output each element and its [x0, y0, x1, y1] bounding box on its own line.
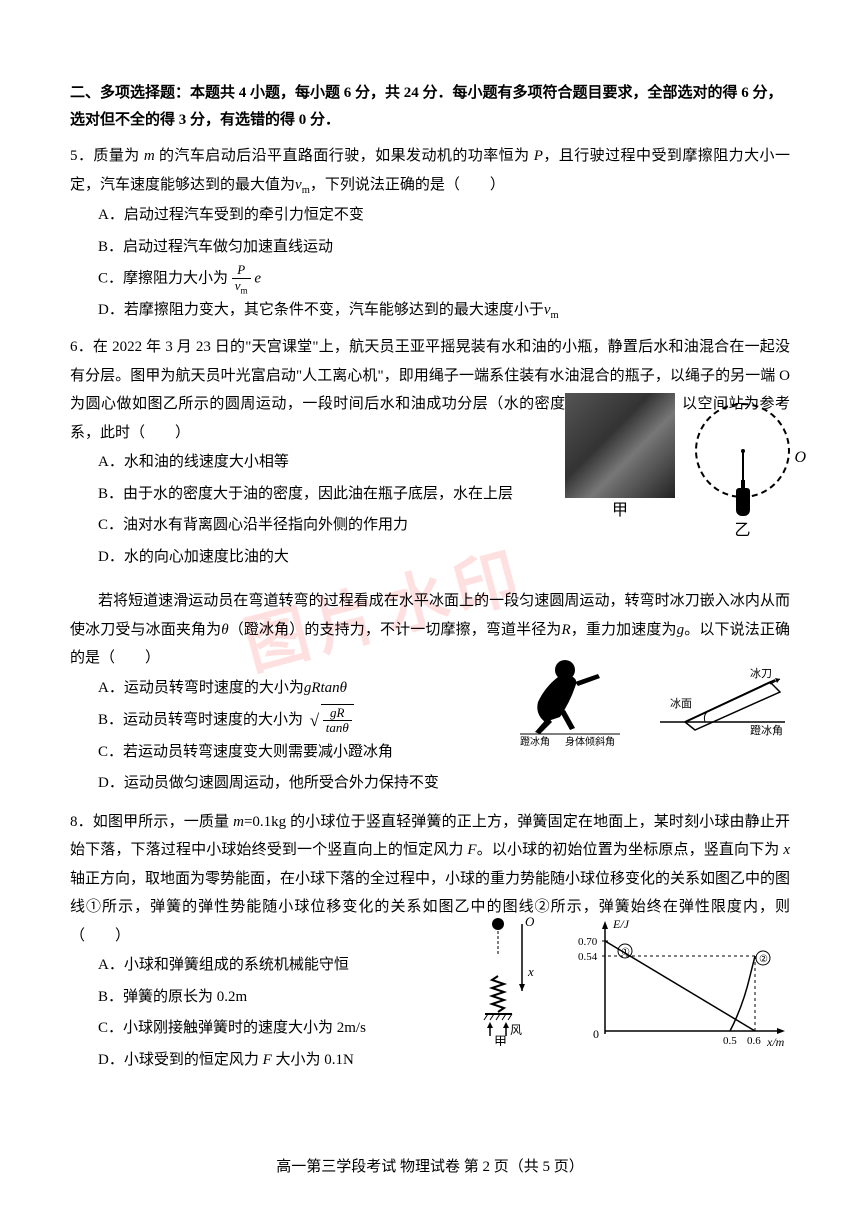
- section-header: 二、多项选择题：本题共 4 小题，每小题 6 分，共 24 分．每小题有多项符合…: [70, 80, 790, 134]
- q7-skate-label: 蹬冰角: [520, 735, 550, 747]
- q6-label-jia: 甲: [565, 496, 675, 526]
- q8-x2: 0.6: [747, 1035, 761, 1047]
- q5-frac-sub: m: [241, 285, 248, 295]
- q6-label-O: O: [794, 443, 806, 473]
- q7-ice-text: 冰面: [670, 697, 692, 710]
- q8-y1: 0.70: [578, 936, 598, 948]
- q7-figures: 蹬冰角 身体倾斜角 冰刀 冰面 蹬冰角: [510, 652, 790, 737]
- q5-m: m: [144, 148, 155, 164]
- q7-blade-figure: 冰刀 冰面 蹬冰角: [655, 662, 790, 737]
- q8-y2: 0.54: [578, 951, 598, 963]
- q8-optC: C．小球刚接触弹簧时的速度大小为 2m/s: [98, 1013, 480, 1045]
- q5-vm: v: [295, 177, 302, 193]
- q8-graph-figure: E/J x/m 0 0.70 0.54 0.5 0.6 ① ②: [575, 916, 790, 1051]
- q8-optD-post: 大小为 0.1N: [272, 1052, 354, 1068]
- q8-m: m: [233, 814, 244, 830]
- q7-t3: ，重力加速度为: [571, 622, 677, 638]
- question-6: 6．在 2022 年 3 月 23 日的"天宫课堂"上，航天员王亚平摇晃装有水和…: [70, 333, 790, 573]
- q5-vm2: v: [544, 302, 551, 318]
- q5-P: P: [534, 148, 543, 164]
- q8-optD-F: F: [263, 1052, 272, 1068]
- q8-jia: 甲: [494, 1034, 507, 1046]
- q8-F: F: [467, 842, 476, 858]
- q7-optB: B．运动员转弯时速度的大小为 gRtanθ: [98, 704, 510, 737]
- question-8: 8．如图甲所示，一质量 m=0.1kg 的小球位于竖直轻弹簧的正上方，弹簧固定在…: [70, 808, 790, 1077]
- q5-optA: A．启动过程汽车受到的牵引力恒定不变: [98, 200, 790, 232]
- q8-optB: B．弹簧的原长为 0.2m: [98, 982, 480, 1014]
- q5-frac-num: P: [232, 263, 251, 278]
- q8-figures: O x 风 甲: [480, 916, 790, 1051]
- q5-text: 5．质量为: [70, 148, 144, 164]
- question-7: 若将短道速滑运动员在弯道转弯的过程看成在水平冰面上的一段匀速圆周运动，转弯时冰刀…: [70, 587, 790, 800]
- q6-rope: [742, 451, 744, 481]
- q5-optD: D．若摩擦阻力变大，其它条件不变，汽车能够达到的最大速度小于vm: [98, 295, 790, 327]
- svg-text:②: ②: [759, 954, 768, 965]
- q6-label-yi: 乙: [695, 516, 790, 546]
- q7-g: g: [677, 622, 685, 638]
- q7-skater-figure: 蹬冰角 身体倾斜角: [510, 652, 630, 737]
- q7-sqrt-den: tanθ: [323, 721, 352, 735]
- q8-optA: A．小球和弹簧组成的系统机械能守恒: [98, 950, 480, 982]
- q5-optC: C．摩擦阻力大小为 Pvm e: [98, 263, 790, 295]
- q8-xlabel: x/m: [766, 1035, 785, 1049]
- q5-optB: B．启动过程汽车做匀加速直线运动: [98, 232, 790, 264]
- q5-optC-pre: C．摩擦阻力大小为: [98, 271, 228, 287]
- q7-t2: （蹬冰角）的支持力，不计一切摩擦，弯道半径为: [229, 622, 562, 638]
- q6-optA: A．水和油的线速度大小相等: [98, 447, 560, 479]
- q5-optD-pre: D．若摩擦阻力变大，其它条件不变，汽车能够达到的最大速度小于: [98, 302, 544, 318]
- q6-optC: C．油对水有背离圆心沿半径指向外侧的作用力: [98, 510, 560, 542]
- svg-text:x: x: [527, 964, 534, 979]
- q8-feng: 风: [510, 1023, 522, 1037]
- q7-angle-text: 蹬冰角: [750, 724, 783, 737]
- q6-bottle: [736, 488, 750, 516]
- q8-t1: 8．如图甲所示，一质量: [70, 814, 233, 830]
- q7-sqrt-num: gR: [323, 706, 352, 721]
- q8-spring-figure: O x 风 甲: [480, 916, 545, 1036]
- q8-x: x: [783, 842, 790, 858]
- q7-optA-val: gRtanθ: [304, 680, 347, 696]
- q6-photo-jia: [565, 393, 675, 498]
- q7-blade-text: 冰刀: [750, 667, 772, 680]
- q5-options: A．启动过程汽车受到的牵引力恒定不变 B．启动过程汽车做匀加速直线运动 C．摩擦…: [70, 200, 790, 327]
- svg-text:①: ①: [621, 947, 630, 958]
- q7-optC: C．若运动员转弯速度变大则需要减小蹬冰角: [98, 737, 510, 769]
- q7-theta: θ: [221, 622, 228, 638]
- q8-optD: D．小球受到的恒定风力 F 大小为 0.1N: [98, 1045, 480, 1077]
- svg-text:O: O: [525, 916, 535, 929]
- q5-text2: 的汽车启动后沿平直路面行驶，如果发动机的功率恒为: [155, 148, 534, 164]
- q7-optD: D．运动员做匀速圆周运动，他所受合外力保持不变: [98, 768, 510, 800]
- q6-optB: B．由于水的密度大于油的密度，因此油在瓶子底层，水在上层: [98, 479, 560, 511]
- q7-R: R: [561, 622, 570, 638]
- q5-stem: 5．质量为 m 的汽车启动后沿平直路面行驶，如果发动机的功率恒为 P，且行驶过程…: [70, 142, 790, 200]
- q6-optD: D．水的向心加速度比油的大: [98, 542, 560, 574]
- q8-t2: 。以小球的初始位置为坐标原点，竖直向下为: [477, 842, 784, 858]
- q7-optA-pre: A．运动员转弯时速度的大小为: [98, 680, 304, 696]
- q8-optD-pre: D．小球受到的恒定风力: [98, 1052, 263, 1068]
- q6-diagram-yi: O: [695, 403, 790, 498]
- q6-figures: 甲 O 乙: [565, 393, 790, 498]
- question-5: 5．质量为 m 的汽车启动后沿平直路面行驶，如果发动机的功率恒为 P，且行驶过程…: [70, 142, 790, 327]
- q7-optA: A．运动员转弯时速度的大小为gRtanθ: [98, 673, 510, 705]
- q8-ylabel: E/J: [612, 917, 630, 931]
- page-footer: 高一第三学段考试 物理试卷 第 2 页（共 5 页）: [0, 1155, 860, 1176]
- q5-text4: ，下列说法正确的是（ ）: [310, 177, 505, 193]
- svg-text:0: 0: [593, 1027, 599, 1041]
- q7-body-label: 身体倾斜角: [565, 735, 615, 747]
- q7-optB-pre: B．运动员转弯时速度的大小为: [98, 712, 303, 728]
- q8-x1: 0.5: [723, 1035, 737, 1047]
